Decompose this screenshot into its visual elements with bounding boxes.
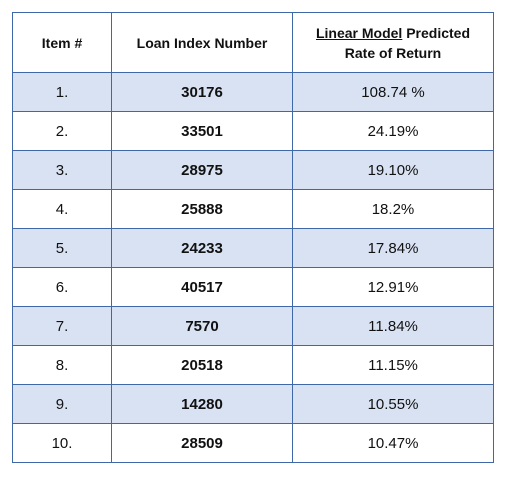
cell-loan-index: 28975: [111, 150, 293, 190]
table-row: 9. 14280 10.55%: [12, 384, 494, 424]
cell-item: 1.: [12, 72, 112, 112]
table-row: 4. 25888 18.2%: [12, 189, 494, 229]
cell-item: 5.: [12, 228, 112, 268]
cell-item: 4.: [12, 189, 112, 229]
header-predicted-word: Predicted: [402, 24, 471, 41]
cell-loan-index: 7570: [111, 306, 293, 346]
cell-rate: 10.47%: [292, 423, 494, 463]
cell-rate: 10.55%: [292, 384, 494, 424]
cell-loan-index: 30176: [111, 72, 293, 112]
table-row: 2. 33501 24.19%: [12, 111, 494, 151]
cell-rate: 17.84%: [292, 228, 494, 268]
cell-rate: 24.19%: [292, 111, 494, 151]
loan-return-table: Item # Loan Index Number Linear Model Pr…: [12, 12, 494, 463]
cell-rate: 12.91%: [292, 267, 494, 307]
cell-rate: 108.74 %: [292, 72, 494, 112]
cell-loan-index: 25888: [111, 189, 293, 229]
cell-loan-index: 40517: [111, 267, 293, 307]
cell-item: 8.: [12, 345, 112, 385]
cell-rate: 19.10%: [292, 150, 494, 190]
header-rate-of-return: Rate of Return: [344, 44, 442, 61]
cell-item: 2.: [12, 111, 112, 151]
cell-loan-index: 24233: [111, 228, 293, 268]
header-item-number: Item #: [12, 12, 112, 73]
cell-rate: 11.84%: [292, 306, 494, 346]
cell-item: 9.: [12, 384, 112, 424]
cell-rate: 11.15%: [292, 345, 494, 385]
table-row: 1. 30176 108.74 %: [12, 72, 494, 112]
cell-loan-index: 14280: [111, 384, 293, 424]
table-row: 7. 7570 11.84%: [12, 306, 494, 346]
table-row: 5. 24233 17.84%: [12, 228, 494, 268]
cell-rate: 18.2%: [292, 189, 494, 229]
cell-loan-index: 33501: [111, 111, 293, 151]
cell-loan-index: 20518: [111, 345, 293, 385]
header-predicted-return: Linear Model Predicted Rate of Return: [292, 12, 494, 73]
table-header-row: Item # Loan Index Number Linear Model Pr…: [12, 12, 494, 73]
cell-item: 3.: [12, 150, 112, 190]
cell-loan-index: 28509: [111, 423, 293, 463]
header-linear-model: Linear Model: [315, 24, 403, 41]
cell-item: 10.: [12, 423, 112, 463]
table-row: 3. 28975 19.10%: [12, 150, 494, 190]
cell-item: 6.: [12, 267, 112, 307]
table-row: 10. 28509 10.47%: [12, 423, 494, 463]
header-loan-index: Loan Index Number: [111, 12, 293, 73]
cell-item: 7.: [12, 306, 112, 346]
table-row: 6. 40517 12.91%: [12, 267, 494, 307]
table-row: 8. 20518 11.15%: [12, 345, 494, 385]
